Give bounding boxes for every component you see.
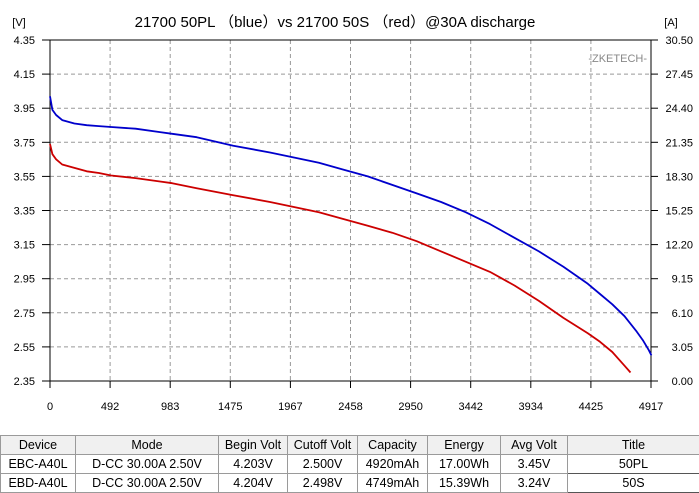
y-axis-right-label: [A] [664,17,677,29]
x-tick-label: 4917 [639,401,663,413]
x-tick-label: 983 [161,401,179,413]
x-tick-label: 1475 [218,401,242,413]
cell-begin-volt: 4.204V [218,473,288,493]
y-tick-label-right: 12.20 [665,240,693,252]
y-tick-label-right: 27.45 [665,69,693,81]
y-tick-label-right: 18.30 [665,171,693,183]
cell-mode: D-CC 30.00A 2.50V [75,454,219,474]
cell-energy: 17.00Wh [427,454,501,474]
y-tick-label-left: 3.75 [14,137,35,149]
y-tick-label-right: 3.05 [672,342,693,354]
table-header-row: Device Mode Begin Volt Cutoff Volt Capac… [0,435,699,455]
x-tick-label: 3442 [458,401,482,413]
cell-mode: D-CC 30.00A 2.50V [75,473,219,493]
results-table: Device Mode Begin Volt Cutoff Volt Capac… [0,435,699,493]
series-line-50pl [49,96,653,356]
header-energy: Energy [427,435,501,455]
cell-begin-volt: 4.203V [218,454,288,474]
y-tick-label-left: 2.55 [14,342,35,354]
cell-energy: 15.39Wh [427,473,501,493]
y-tick-label-left: 3.95 [14,103,35,115]
header-capacity: Capacity [357,435,428,455]
cell-cutoff-volt: 2.498V [287,473,358,493]
chart-title: 21700 50PL （blue）vs 21700 50S （red）@30A … [135,14,536,31]
cell-title[interactable]: 50S [567,473,699,493]
y-tick-label-left: 2.75 [14,308,35,320]
y-tick-label-left: 4.15 [14,69,35,81]
cell-cutoff-volt: 2.500V [287,454,358,474]
header-mode: Mode [75,435,219,455]
cell-capacity: 4749mAh [357,473,428,493]
cell-capacity: 4920mAh [357,454,428,474]
header-begin-volt: Begin Volt [218,435,288,455]
cell-title[interactable]: 50PL [567,454,699,474]
table-row[interactable]: EBD-A40L D-CC 30.00A 2.50V 4.204V 2.498V… [0,473,699,493]
y-tick-label-right: 21.35 [665,137,693,149]
y-tick-label-right: 6.10 [672,308,693,320]
y-tick-label-left: 3.15 [14,240,35,252]
header-cutoff-volt: Cutoff Volt [287,435,358,455]
cell-device: EBC-A40L [0,454,76,474]
x-ticks: 0 492 983 1475 1967 2458 2950 3442 3934 4425 4917 [47,381,663,413]
y-tick-label-right: 9.15 [672,274,693,286]
y-tick-label-left: 3.55 [14,171,35,183]
discharge-chart: 21700 50PL （blue）vs 21700 50S （red）@30A … [12,14,693,413]
y-tick-label-right: 30.50 [665,35,693,47]
y-tick-label-left: 4.35 [14,35,35,47]
x-tick-label: 3934 [519,401,543,413]
y-tick-label-left: 2.95 [14,274,35,286]
y-tick-label-right: 24.40 [665,103,693,115]
table-row[interactable]: EBC-A40L D-CC 30.00A 2.50V 4.203V 2.500V… [0,454,699,474]
series-group [49,96,653,374]
y-ticks-right: 30.50 27.45 24.40 21.35 18.30 15.25 12.20 9.15 6… [651,35,693,388]
x-tick-label: 2458 [338,401,362,413]
x-tick-label: 1967 [278,401,302,413]
y-tick-label-left: 3.35 [14,206,35,218]
y-ticks-left: 4.35 4.15 3.95 3.75 3.55 3.35 3.15 2.95 2.75 2.55… [14,35,50,388]
x-tick-label: 0 [47,401,53,413]
header-device: Device [0,435,76,455]
y-axis-left-label: [V] [12,17,25,29]
x-tick-label: 4425 [579,401,603,413]
x-tick-label: 492 [101,401,119,413]
grid [50,40,651,381]
cell-avg-volt: 3.45V [500,454,568,474]
y-tick-label-left: 2.35 [14,376,35,388]
cell-device: EBD-A40L [0,473,76,493]
cell-avg-volt: 3.24V [500,473,568,493]
header-avg-volt: Avg Volt [500,435,568,455]
x-tick-label: 2950 [398,401,422,413]
header-title: Title [567,435,699,455]
series-line-50s [49,143,632,374]
watermark: -ZKETECH- [588,53,647,65]
y-tick-label-right: 15.25 [665,206,693,218]
y-tick-label-right: 0.00 [672,376,693,388]
